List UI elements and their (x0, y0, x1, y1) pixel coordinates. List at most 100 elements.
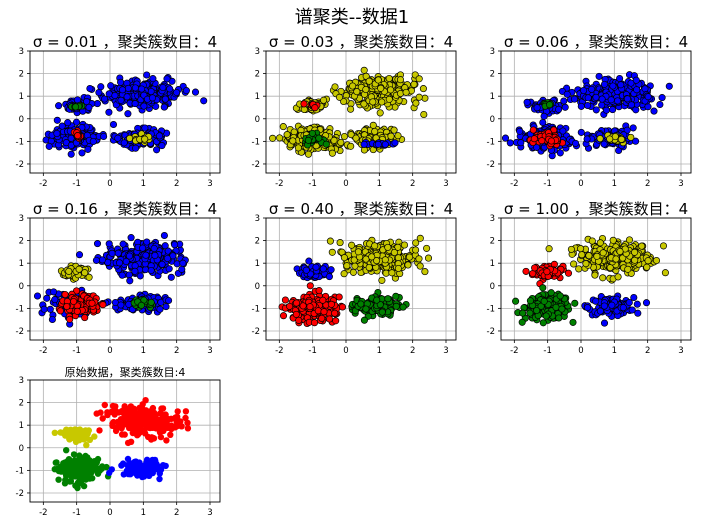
data-point (419, 85, 427, 93)
data-point (74, 433, 82, 440)
data-point (174, 408, 181, 415)
data-point (118, 271, 126, 279)
data-point (362, 85, 370, 94)
data-point (387, 132, 395, 140)
data-point (66, 315, 74, 323)
data-point (283, 131, 291, 139)
y-tick-label: 2 (19, 237, 24, 247)
data-point (388, 269, 396, 277)
data-point (86, 84, 94, 93)
data-point (592, 93, 600, 101)
data-point (83, 464, 90, 472)
y-tick-label: 1 (19, 421, 24, 431)
panel-title: σ = 1.00 ，聚类簇数目：4 (504, 200, 688, 218)
axes-frame (500, 217, 692, 341)
data-point (593, 252, 601, 260)
data-point (108, 249, 116, 257)
data-point (40, 305, 48, 313)
data-point (84, 454, 91, 461)
y-tick-label: 3 (19, 214, 24, 224)
data-point (588, 237, 596, 245)
data-point (172, 414, 179, 421)
data-point (107, 82, 115, 90)
y-tick-label: 1 (490, 259, 495, 269)
data-point (555, 314, 563, 322)
data-point (596, 239, 604, 247)
x-tick-label: -2 (275, 179, 283, 189)
data-point (608, 301, 616, 309)
data-point (543, 268, 551, 276)
data-point (140, 102, 148, 110)
data-point (138, 85, 146, 93)
data-point (105, 240, 113, 248)
data-point (347, 105, 355, 113)
data-point (63, 302, 71, 311)
data-point (571, 299, 579, 307)
data-point (320, 96, 328, 104)
data-point (644, 93, 652, 101)
axes-frame (29, 50, 221, 174)
data-point (599, 274, 607, 282)
data-point (420, 110, 428, 119)
data-point (142, 251, 150, 259)
data-point (151, 251, 159, 260)
data-point (96, 427, 103, 434)
data-point (306, 282, 314, 290)
data-point (384, 243, 392, 251)
data-point (118, 422, 125, 429)
data-point (111, 91, 119, 100)
data-point (99, 415, 106, 422)
y-tick-label: -2 (487, 160, 495, 170)
x-tick-label: -2 (510, 346, 518, 356)
data-point (45, 142, 53, 150)
data-point (61, 290, 69, 299)
data-point (302, 266, 310, 274)
x-tick-label: -2 (39, 508, 47, 518)
data-point (143, 71, 151, 79)
data-point (600, 80, 609, 88)
data-point (328, 149, 336, 157)
data-point (598, 95, 606, 103)
data-point (304, 136, 312, 144)
data-point (269, 134, 277, 142)
data-point (625, 298, 633, 307)
data-point (360, 66, 368, 74)
data-point (572, 139, 580, 147)
data-point (633, 86, 641, 94)
x-tick-label: 3 (207, 346, 212, 356)
data-point (306, 303, 314, 311)
data-point (140, 427, 148, 434)
data-point (139, 244, 147, 252)
data-point (74, 479, 82, 486)
data-point (156, 305, 164, 313)
x-tick-label: 3 (443, 346, 448, 356)
data-point (83, 441, 90, 449)
x-tick-label: 3 (443, 179, 448, 189)
x-tick-label: -1 (543, 346, 551, 356)
data-point (387, 86, 395, 94)
y-tick-label: 2 (19, 399, 24, 409)
data-point (396, 76, 405, 84)
data-point (178, 265, 186, 273)
data-point (558, 305, 566, 313)
data-point (330, 136, 338, 144)
data-point (374, 76, 382, 84)
data-point (55, 102, 63, 110)
data-point (100, 132, 108, 141)
data-point (596, 135, 604, 143)
data-point (132, 144, 140, 152)
data-point (294, 144, 302, 152)
data-point (384, 295, 392, 303)
data-point (173, 88, 181, 97)
data-point (53, 116, 61, 124)
data-point (88, 299, 96, 307)
data-point (577, 128, 585, 136)
data-point (517, 139, 525, 147)
data-point (165, 296, 173, 305)
data-point (642, 299, 651, 307)
data-point (617, 81, 625, 89)
x-tick-label: -2 (39, 179, 47, 189)
data-point (415, 93, 423, 101)
data-point (77, 455, 84, 462)
data-point (124, 439, 132, 447)
